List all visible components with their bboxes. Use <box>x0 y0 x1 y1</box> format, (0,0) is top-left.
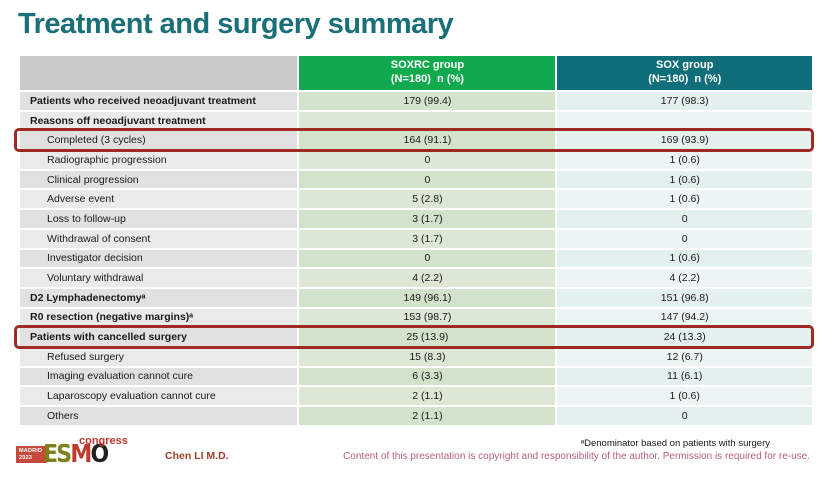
soxrc-value <box>299 111 556 130</box>
table-header-row: SOXRC group (N=180) n (%) SOX group (N=1… <box>20 56 812 90</box>
row-label: Patients who received neoadjuvant treatm… <box>20 92 298 110</box>
esmo-logo: ESMO <box>43 439 110 468</box>
sox-value: 11 (6.1) <box>557 367 812 386</box>
sox-value: 1 (0.6) <box>557 249 812 268</box>
row-label: Patients with cancelled surgery <box>20 328 298 346</box>
row-label: Radiographic progression <box>20 151 298 169</box>
sox-value: 0 <box>557 210 812 228</box>
table-row: Patients with cancelled surgery 25 (13.9… <box>14 325 814 349</box>
esmo-letter-e: E <box>43 439 58 468</box>
year-label: 2023 <box>19 454 33 461</box>
copyright-notice: Content of this presentation is copyrigh… <box>343 451 810 462</box>
table-row: Investigator decision 0 1 (0.6) <box>20 249 812 268</box>
soxrc-value: 5 (2.8) <box>299 190 556 209</box>
table-row: Imaging evaluation cannot cure 6 (3.3) 1… <box>20 367 812 386</box>
sox-value <box>557 111 812 130</box>
table-row: Voluntary withdrawal 4 (2.2) 4 (2.2) <box>20 269 812 287</box>
table-row: D2 Lymphadenectomyᵃ 149 (96.1) 151 (96.8… <box>20 288 812 307</box>
sox-value: 4 (2.2) <box>557 269 812 287</box>
header-soxrc-group: SOXRC group (N=180) n (%) <box>299 56 556 90</box>
row-label: Reasons off neoadjuvant treatment <box>20 111 298 130</box>
soxrc-value: 153 (98.7) <box>299 308 556 327</box>
table-row: Others 2 (1.1) 0 <box>20 407 812 425</box>
table-row: Clinical progression 0 1 (0.6) <box>20 170 812 189</box>
soxrc-value: 164 (91.1) <box>299 131 556 150</box>
table-row: Reasons off neoadjuvant treatment <box>20 111 812 130</box>
soxrc-value: 0 <box>299 249 556 268</box>
sox-value: 12 (6.7) <box>557 347 812 366</box>
table-row: Loss to follow-up 3 (1.7) 0 <box>20 210 812 228</box>
sox-value: 169 (93.9) <box>557 131 812 150</box>
row-label: Clinical progression <box>20 170 298 189</box>
header-sox-group: SOX group (N=180) n (%) <box>557 56 812 90</box>
soxrc-value: 6 (3.3) <box>299 367 556 386</box>
esmo-madrid-2023-badge: MADRID 2023 <box>16 446 47 463</box>
row-label: Completed (3 cycles) <box>20 131 298 150</box>
sox-group-subtitle: (N=180) n (%) <box>648 73 722 85</box>
row-label: Laparoscopy evaluation cannot cure <box>20 387 298 405</box>
row-label: R0 resection (negative margins)ᵃ <box>20 308 298 327</box>
row-label: Investigator decision <box>20 249 298 268</box>
row-label: Loss to follow-up <box>20 210 298 228</box>
soxrc-value: 25 (13.9) <box>299 328 556 346</box>
page-title: Treatment and surgery summary <box>18 8 454 40</box>
row-label: Refused surgery <box>20 347 298 366</box>
table-row: Refused surgery 15 (8.3) 12 (6.7) <box>20 347 812 366</box>
soxrc-value: 15 (8.3) <box>299 347 556 366</box>
row-label: Withdrawal of consent <box>20 229 298 248</box>
sox-value: 1 (0.6) <box>557 170 812 189</box>
soxrc-value: 3 (1.7) <box>299 210 556 228</box>
sox-value: 177 (98.3) <box>557 92 812 110</box>
row-label: Adverse event <box>20 190 298 209</box>
header-empty-cell <box>20 56 298 90</box>
table-row: Patients who received neoadjuvant treatm… <box>20 92 812 110</box>
soxrc-value: 179 (99.4) <box>299 92 556 110</box>
sox-group-title: SOX group <box>656 59 714 72</box>
madrid-label: MADRID <box>19 447 43 454</box>
sox-value: 151 (96.8) <box>557 288 812 307</box>
table-row: Laparoscopy evaluation cannot cure 2 (1.… <box>20 387 812 405</box>
soxrc-group-title: SOXRC group <box>390 59 465 72</box>
soxrc-value: 3 (1.7) <box>299 229 556 248</box>
table-row: Completed (3 cycles) 164 (91.1) 169 (93.… <box>14 128 814 152</box>
denominator-footnote: ᵃDenominator based on patients with surg… <box>580 438 770 449</box>
row-label: Imaging evaluation cannot cure <box>20 367 298 386</box>
sox-value: 1 (0.6) <box>557 387 812 405</box>
table-row: R0 resection (negative margins)ᵃ 153 (98… <box>20 308 812 327</box>
sox-value: 0 <box>557 407 812 425</box>
table-row: Adverse event 5 (2.8) 1 (0.6) <box>20 190 812 209</box>
soxrc-value: 0 <box>299 151 556 169</box>
table-body: Patients who received neoadjuvant treatm… <box>14 92 814 425</box>
table-row: Withdrawal of consent 3 (1.7) 0 <box>20 229 812 248</box>
sox-value: 147 (94.2) <box>557 308 812 327</box>
esmo-letter-m: M <box>70 439 92 468</box>
esmo-letter-s: S <box>56 439 72 468</box>
sox-value: 1 (0.6) <box>557 190 812 209</box>
soxrc-value: 4 (2.2) <box>299 269 556 287</box>
esmo-letter-o: O <box>90 439 110 468</box>
sox-value: 1 (0.6) <box>557 151 812 169</box>
presenter-name: Chen LI M.D. <box>165 450 229 462</box>
sox-value: 0 <box>557 229 812 248</box>
soxrc-value: 149 (96.1) <box>299 288 556 307</box>
soxrc-group-subtitle: (N=180) n (%) <box>390 73 464 85</box>
row-label: D2 Lymphadenectomyᵃ <box>20 288 298 307</box>
summary-table: SOXRC group (N=180) n (%) SOX group (N=1… <box>14 56 814 427</box>
soxrc-value: 0 <box>299 170 556 189</box>
table-row: Radiographic progression 0 1 (0.6) <box>20 151 812 169</box>
soxrc-value: 2 (1.1) <box>299 407 556 425</box>
row-label: Others <box>20 407 298 425</box>
row-label: Voluntary withdrawal <box>20 269 298 287</box>
congress-label: congress <box>79 435 128 447</box>
sox-value: 24 (13.3) <box>557 328 812 346</box>
soxrc-value: 2 (1.1) <box>299 387 556 405</box>
